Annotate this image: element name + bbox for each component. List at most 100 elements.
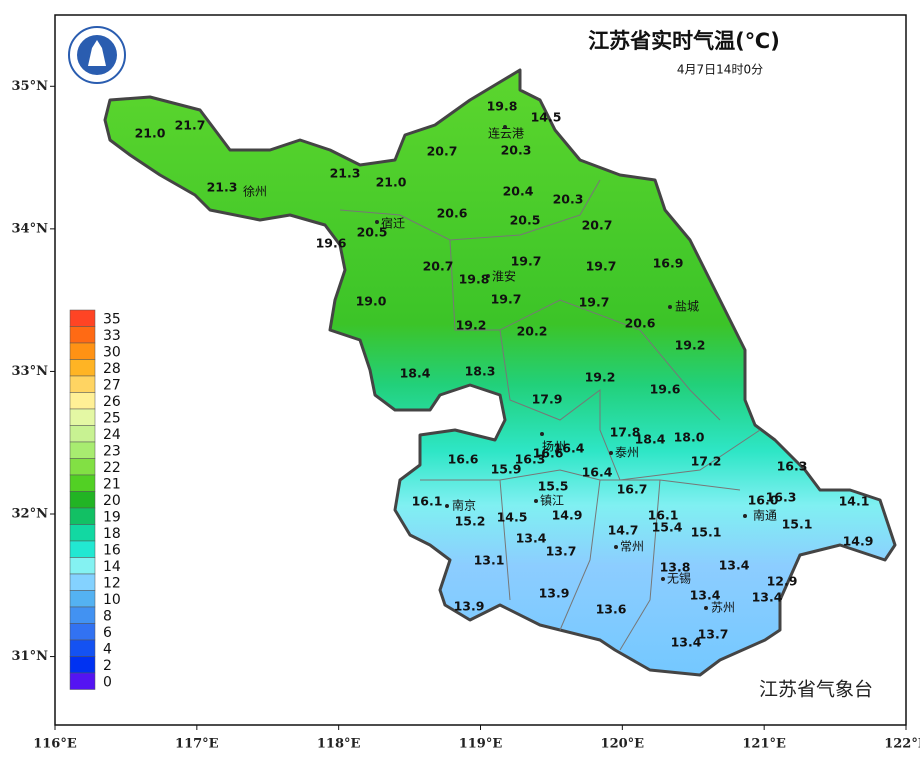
- station-value: 19.0: [356, 294, 387, 309]
- station-value: 13.4: [671, 635, 702, 650]
- legend-label: 24: [103, 427, 121, 443]
- x-tick-label: 120°E: [601, 737, 645, 752]
- legend-label: 26: [103, 394, 121, 410]
- station-value: 16.1: [648, 508, 679, 523]
- station-value: 12.9: [767, 574, 798, 589]
- station-value: 19.6: [650, 382, 681, 397]
- legend-label: 23: [103, 443, 121, 459]
- legend-swatch: [69, 639, 96, 657]
- station-value: 16.7: [617, 482, 648, 497]
- x-tick-label: 122°E: [884, 737, 920, 752]
- station-value: 18.4: [635, 432, 666, 447]
- city-name: 扬州: [542, 439, 566, 454]
- station-value: 20.4: [503, 184, 534, 199]
- y-tick-label: 31°N: [12, 649, 49, 664]
- agency: 江苏省气象台: [759, 679, 873, 701]
- station-value: 19.6: [316, 236, 347, 251]
- station-value: 19.7: [586, 259, 617, 274]
- station-value: 19.7: [511, 254, 542, 269]
- city-dot: [534, 499, 538, 503]
- legend-swatch: [69, 375, 96, 393]
- title: 江苏省实时气温(℃): [588, 29, 780, 53]
- legend-label: 25: [103, 410, 121, 426]
- legend-swatch: [69, 309, 96, 327]
- station-value: 18.4: [400, 366, 431, 381]
- legend-swatch: [69, 672, 96, 690]
- station-value: 18.0: [674, 430, 705, 445]
- legend-swatch: [69, 656, 96, 674]
- station-value: 21.3: [207, 180, 238, 195]
- station-value: 20.3: [501, 143, 532, 158]
- station-value: 16.3: [766, 490, 797, 505]
- station-value: 19.2: [456, 318, 487, 333]
- legend-swatch: [69, 408, 96, 426]
- legend-swatch: [69, 573, 96, 591]
- legend-swatch: [69, 557, 96, 575]
- legend-label: 16: [103, 542, 121, 558]
- station-value: 13.8: [660, 560, 691, 575]
- legend-label: 2: [103, 658, 112, 674]
- city-name: 徐州: [243, 184, 267, 199]
- legend-label: 27: [103, 377, 121, 393]
- station-value: 15.1: [691, 525, 722, 540]
- station-value: 15.2: [455, 514, 486, 529]
- city-dot: [375, 220, 379, 224]
- city-dot: [503, 125, 507, 129]
- station-value: 16.9: [653, 256, 684, 271]
- station-value: 17.8: [610, 425, 641, 440]
- station-value: 14.5: [497, 510, 528, 525]
- station-value: 19.7: [579, 295, 610, 310]
- station-value: 21.0: [376, 175, 407, 190]
- legend-label: 21: [103, 476, 121, 492]
- subtitle: 4月7日14时0分: [677, 63, 763, 77]
- legend-label: 10: [103, 592, 121, 608]
- station-value: 15.5: [538, 479, 569, 494]
- station-value: 20.6: [437, 206, 468, 221]
- station-value: 16.3: [777, 459, 808, 474]
- legend-label: 22: [103, 460, 121, 476]
- station-value: 16.1: [412, 494, 443, 509]
- station-value: 16.4: [554, 441, 585, 456]
- legend-label: 35: [103, 311, 121, 327]
- station-value: 14.7: [608, 523, 639, 538]
- legend-label: 14: [103, 559, 121, 575]
- city-name: 连云港: [488, 126, 524, 141]
- station-value: 17.9: [532, 392, 563, 407]
- province-area: [103, 68, 897, 677]
- station-value: 14.9: [552, 508, 583, 523]
- station-value: 14.5: [531, 110, 562, 125]
- y-tick-label: 32°N: [12, 506, 49, 521]
- station-value: 20.2: [517, 324, 548, 339]
- legend-label: 18: [103, 526, 121, 542]
- city-boundaries: [339, 179, 761, 651]
- station-value: 21.3: [330, 166, 361, 181]
- station-value: 13.1: [474, 553, 505, 568]
- city-dot: [743, 514, 747, 518]
- x-tick-label: 119°E: [459, 737, 503, 752]
- station-value: 13.4: [690, 588, 721, 603]
- legend-swatch: [69, 425, 96, 443]
- city-dot: [609, 451, 613, 455]
- station-value: 16.6: [533, 446, 564, 461]
- legend-swatch: [69, 458, 96, 476]
- legend-swatch: [69, 507, 96, 525]
- legend-label: 0: [103, 674, 112, 690]
- station-value: 14.9: [843, 534, 874, 549]
- y-tick-label: 33°N: [12, 364, 49, 379]
- station-value: 16.6: [448, 452, 479, 467]
- station-value: 16.4: [582, 465, 613, 480]
- city-name: 无锡: [667, 571, 691, 586]
- city-dot: [704, 606, 708, 610]
- legend-label: 12: [103, 575, 121, 591]
- station-value: 15.1: [782, 517, 813, 532]
- station-value: 19.2: [675, 338, 706, 353]
- station-value: 19.2: [585, 370, 616, 385]
- station-value: 13.9: [454, 599, 485, 614]
- legend-swatch: [69, 606, 96, 624]
- legend-label: 19: [103, 509, 121, 525]
- station-value: 13.6: [596, 602, 627, 617]
- legend-label: 28: [103, 361, 121, 377]
- station-value: 19.8: [459, 272, 490, 287]
- legend-swatch: [69, 623, 96, 641]
